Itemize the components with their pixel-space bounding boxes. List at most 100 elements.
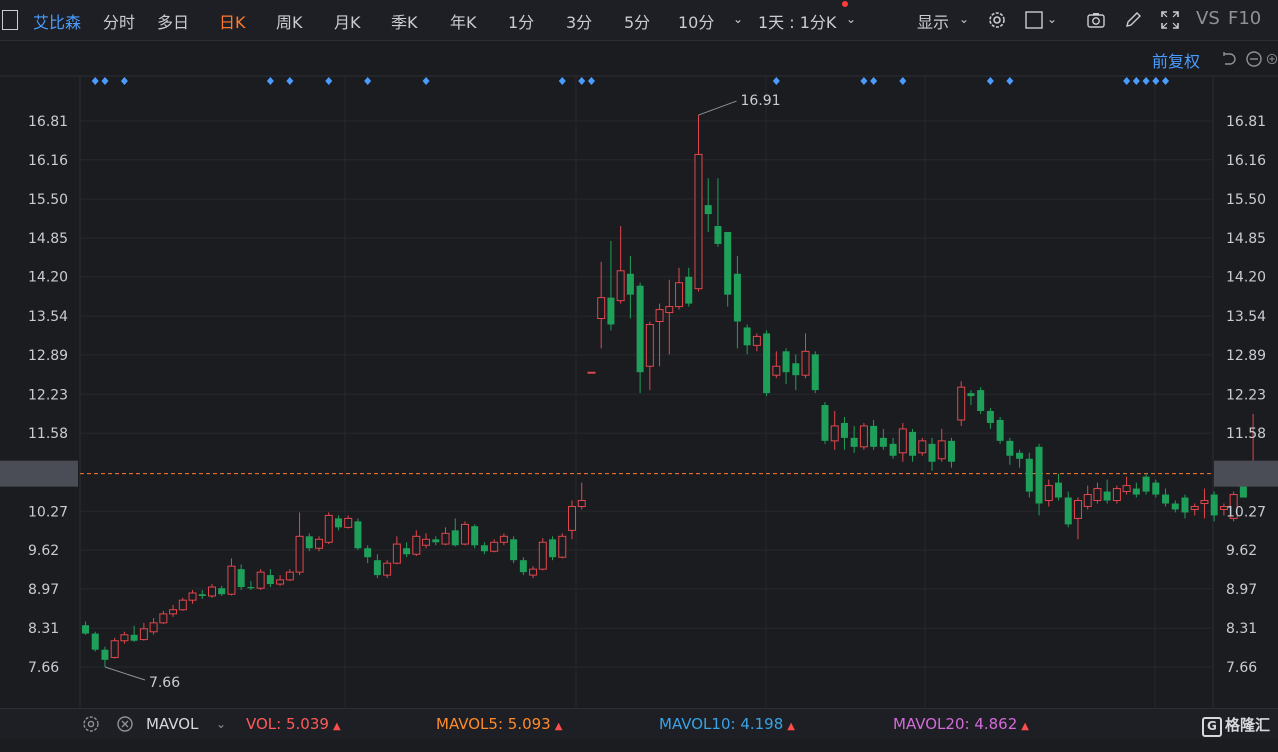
candle: [733, 255, 741, 349]
event-marker-icon[interactable]: [899, 77, 907, 85]
candle: [227, 558, 236, 596]
event-marker-icon[interactable]: [1006, 77, 1014, 85]
interval-chevron-icon[interactable]: ⌄: [846, 12, 857, 26]
tab-timeshare[interactable]: 分时: [103, 13, 136, 32]
tab-weekly-k[interactable]: 周K: [276, 13, 303, 32]
tab-multi-day[interactable]: 多日: [157, 13, 190, 32]
candle: [1055, 473, 1062, 501]
fullscreen-icon[interactable]: [1160, 10, 1180, 30]
event-marker-icon[interactable]: [286, 77, 294, 85]
candle: [850, 425, 858, 453]
f10-button[interactable]: F10: [1228, 8, 1262, 29]
tab-quarterly-k[interactable]: 季K: [391, 13, 418, 32]
tab-1min[interactable]: 1分: [508, 13, 535, 32]
price-tick-left: 16.16: [28, 153, 68, 169]
event-marker-icon[interactable]: [1162, 77, 1170, 85]
price-tick-left: 14.85: [28, 231, 68, 247]
indicator-name[interactable]: MAVOL: [146, 715, 199, 733]
event-marker-icon[interactable]: [860, 77, 868, 85]
candle: [1190, 503, 1199, 516]
high-price-annotation: 16.91: [740, 93, 780, 109]
candle: [139, 622, 148, 641]
price-tick-right: 14.20: [1226, 270, 1266, 286]
event-marker-icon[interactable]: [364, 77, 372, 85]
price-tick-left: 12.23: [28, 387, 68, 403]
camera-icon[interactable]: [1086, 10, 1106, 30]
display-menu[interactable]: 显示: [917, 13, 950, 32]
tab-yearly-k[interactable]: 年K: [450, 13, 477, 32]
event-marker-icon[interactable]: [325, 77, 333, 85]
candle: [510, 536, 518, 564]
event-marker-icon[interactable]: [772, 77, 780, 85]
event-marker-icon[interactable]: [578, 77, 586, 85]
candle: [909, 428, 917, 462]
indicator-close-icon[interactable]: [116, 715, 134, 733]
candle: [499, 533, 508, 546]
event-marker-icon[interactable]: [1123, 77, 1131, 85]
candle: [743, 324, 751, 355]
price-tick-right: 9.62: [1226, 543, 1257, 559]
event-marker-icon[interactable]: [1152, 77, 1160, 85]
candle: [937, 428, 946, 462]
pencil-icon[interactable]: [1123, 10, 1143, 30]
candle: [207, 584, 216, 598]
candle: [460, 521, 469, 546]
stock-name[interactable]: 艾比森: [33, 13, 82, 32]
candle: [801, 333, 810, 379]
tab-3min[interactable]: 3分: [566, 13, 593, 32]
candle: [412, 530, 421, 557]
price-tick-left: 7.66: [28, 660, 59, 676]
price-tick-left: 8.31: [28, 621, 59, 637]
adjust-mode-button[interactable]: 前复权: [1151, 52, 1200, 71]
square-toggle-icon[interactable]: [1024, 10, 1044, 30]
more-periods-chevron-icon[interactable]: ⌄: [733, 12, 744, 26]
indicator-chevron-icon[interactable]: ⌄: [216, 717, 227, 731]
price-tick-left: 13.54: [28, 309, 68, 325]
tab-monthly-k[interactable]: 月K: [334, 13, 361, 32]
event-marker-icon[interactable]: [101, 77, 109, 85]
price-tick-left: 10.27: [28, 504, 68, 520]
candlestick-chart[interactable]: 16.81 16.81 16.16 16.16 15.50 15.50 14.85 14.85…: [0, 40, 1278, 708]
candle: [344, 515, 353, 529]
event-marker-icon[interactable]: [266, 77, 274, 85]
event-marker-icon[interactable]: [91, 77, 99, 85]
interval-selector[interactable]: 1天 : 1分K: [758, 13, 837, 32]
candle: [752, 333, 761, 352]
tab-daily-k[interactable]: 日K: [219, 13, 246, 32]
candle: [558, 533, 567, 559]
zoom-out-icon[interactable]: [1245, 50, 1263, 68]
event-marker-icon[interactable]: [558, 77, 566, 85]
event-marker-icon[interactable]: [986, 77, 994, 85]
candle: [840, 416, 848, 450]
candle: [568, 500, 576, 540]
candle: [918, 437, 927, 456]
display-chevron-icon[interactable]: ⌄: [959, 12, 970, 26]
event-marker-icon[interactable]: [422, 77, 430, 85]
sidebar-toggle-icon[interactable]: [2, 10, 18, 30]
indicator-bar: MAVOL ⌄ VOL: 5.039 ▲ MAVOL5: 5.093 ▲ MAVOL…: [0, 708, 1278, 739]
candle: [626, 255, 634, 319]
up-triangle-icon: ▲: [554, 721, 563, 732]
event-marker-icon[interactable]: [120, 77, 128, 85]
event-marker-icon[interactable]: [1142, 77, 1150, 85]
event-marker-icon[interactable]: [587, 77, 595, 85]
current-price-badge-left: [0, 460, 78, 487]
square-chevron-icon[interactable]: ⌄: [1047, 12, 1058, 26]
event-marker-icon[interactable]: [1132, 77, 1140, 85]
candle: [597, 261, 606, 349]
price-tick-right: 14.85: [1226, 231, 1266, 247]
indicator-settings-gear-icon[interactable]: [82, 715, 100, 733]
candle: [957, 381, 966, 426]
candle: [714, 178, 722, 247]
vs-compare-button[interactable]: VS: [1196, 8, 1220, 29]
zoom-in-icon[interactable]: [1266, 50, 1278, 68]
tab-5min[interactable]: 5分: [624, 13, 651, 32]
undo-icon[interactable]: [1220, 50, 1238, 68]
candle: [577, 482, 586, 510]
event-marker-icon[interactable]: [870, 77, 878, 85]
candle: [285, 569, 294, 582]
gear-icon[interactable]: [987, 10, 1007, 30]
vol-value: VOL: 5.039 ▲: [246, 715, 341, 733]
price-tick-left: 9.62: [28, 543, 59, 559]
tab-10min[interactable]: 10分: [678, 13, 715, 32]
